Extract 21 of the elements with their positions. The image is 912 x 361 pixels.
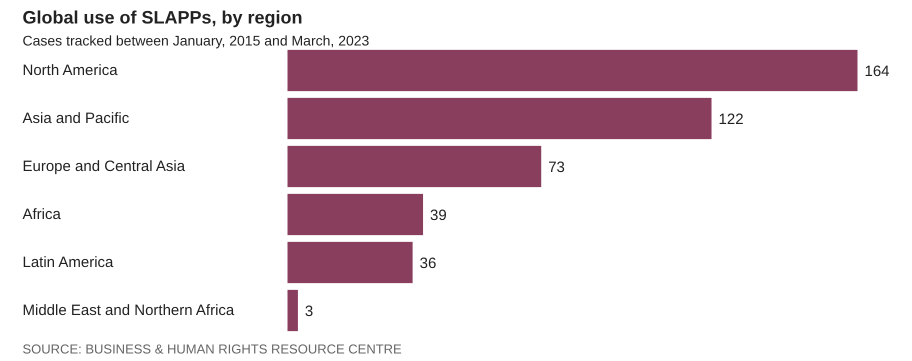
source-note: SOURCE: BUSINESS & HUMAN RIGHTS RESOURCE CENTRE xyxy=(22,342,402,356)
bar xyxy=(288,242,413,284)
y-tick-label: Europe and Central Asia xyxy=(22,158,186,175)
chart-subtitle: Cases tracked between January, 2015 and March, 2023 xyxy=(22,32,370,48)
y-tick-label: North America xyxy=(22,62,118,79)
bar xyxy=(288,146,542,188)
bar xyxy=(288,98,712,140)
bar xyxy=(288,194,424,236)
y-tick-label: Africa xyxy=(22,206,62,223)
data-label: 39 xyxy=(430,207,447,224)
data-label: 164 xyxy=(864,63,890,80)
y-tick-label: Asia and Pacific xyxy=(22,110,130,127)
data-label: 73 xyxy=(548,159,565,176)
bar xyxy=(288,290,298,332)
bar xyxy=(288,50,858,92)
y-tick-label: Latin America xyxy=(22,254,114,271)
y-tick-label: Middle East and Northern Africa xyxy=(22,302,235,319)
data-label: 3 xyxy=(304,303,314,320)
data-label: 122 xyxy=(718,111,744,128)
chart-title: Global use of SLAPPs, by region xyxy=(22,8,303,28)
data-label: 36 xyxy=(420,255,436,272)
